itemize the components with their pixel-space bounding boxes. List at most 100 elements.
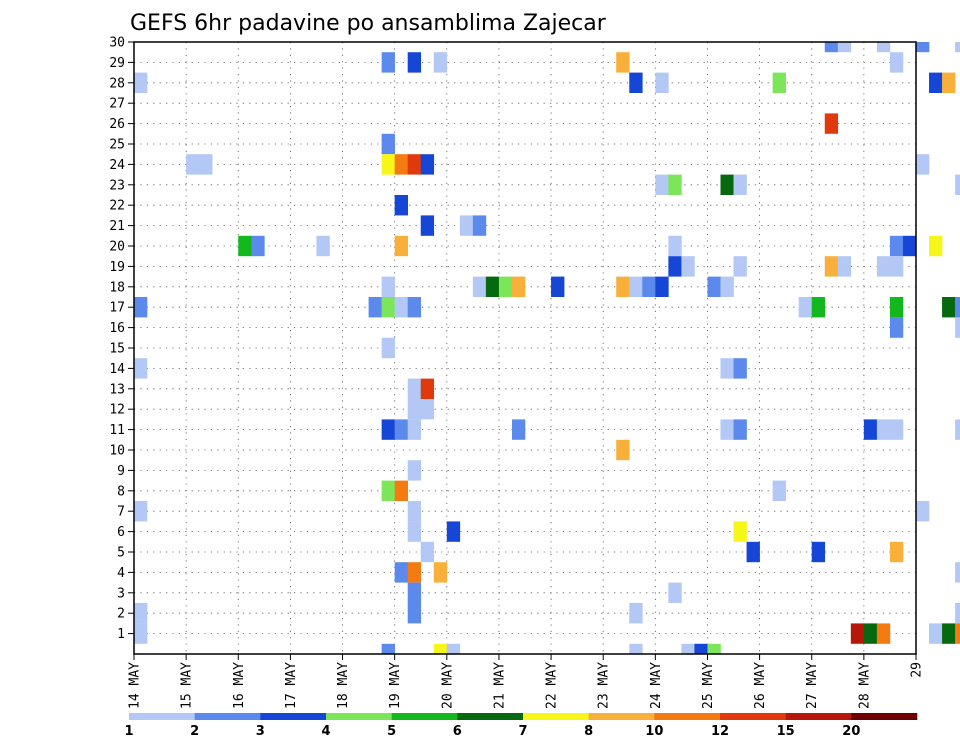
colorbar-label: 10 [645, 724, 663, 739]
data-cell [629, 72, 643, 93]
y-tick-label: 3 [117, 586, 125, 601]
y-tick-label: 11 [109, 423, 125, 438]
colorbar-label: 6 [453, 724, 462, 739]
data-cell [407, 154, 422, 175]
y-tick-label: 18 [109, 280, 125, 295]
data-cell [798, 297, 813, 318]
data-cell [876, 419, 891, 440]
data-cell [381, 337, 395, 359]
data-cell [394, 297, 408, 318]
data-cell [381, 154, 395, 175]
data-cell [472, 215, 487, 236]
data-cell [955, 174, 960, 195]
y-tick-label: 24 [109, 158, 125, 173]
data-cell [394, 480, 408, 501]
data-cell [942, 297, 956, 318]
data-cell [629, 643, 643, 654]
colorbar-label: 1 [124, 724, 133, 739]
data-cell [876, 623, 891, 644]
x-tick-label: 25 MAY [701, 662, 716, 709]
colorbar-label: 20 [842, 724, 860, 739]
data-cell [616, 276, 630, 297]
data-cell [394, 195, 408, 216]
data-cell [863, 419, 878, 440]
data-cell [407, 460, 422, 481]
x-axis-ticks: 14 MAY 15 MAY 16 MAY 17 MAY 18 MAY 19 MAY 20 M… [128, 654, 925, 709]
data-cell [668, 174, 682, 195]
y-tick-label: 8 [117, 484, 125, 499]
data-cell [889, 256, 904, 277]
y-tick-label: 7 [117, 505, 125, 520]
data-cell [199, 154, 213, 175]
colorbar-label: 3 [256, 724, 265, 739]
data-cell [889, 235, 904, 257]
x-tick-label: 27 MAY [805, 662, 820, 709]
data-cell [238, 235, 252, 257]
colorbar-swatch [194, 713, 261, 720]
data-cell [668, 256, 682, 277]
data-cell [446, 643, 461, 654]
data-cell [668, 582, 682, 603]
data-cell [551, 276, 565, 297]
data-cell [381, 133, 395, 155]
y-tick-label: 22 [109, 199, 125, 214]
y-tick-label: 28 [109, 76, 125, 91]
x-tick-label: 29 [910, 662, 925, 678]
data-cell [733, 521, 747, 542]
x-tick-label: 19 MAY [388, 662, 403, 709]
colorbar-swatch [391, 713, 458, 720]
x-tick-label: 14 MAY [128, 662, 143, 709]
colorbar-swatch [326, 713, 392, 720]
data-cell [407, 603, 422, 624]
data-cell [902, 235, 917, 257]
data-cell [642, 276, 656, 297]
data-cell [837, 256, 852, 277]
x-tick-label: 17 MAY [284, 662, 299, 709]
data-cell [134, 501, 148, 522]
data-cell [629, 603, 643, 624]
data-cell [433, 643, 448, 654]
colorbar-swatch [260, 713, 327, 720]
y-tick-label: 27 [109, 97, 125, 112]
data-cell [929, 623, 943, 644]
data-cell [955, 297, 960, 318]
data-cell [955, 42, 960, 53]
colorbar-label: 12 [711, 724, 729, 739]
colorbar-swatch [785, 713, 852, 720]
data-cell [433, 562, 448, 583]
data-cell [616, 52, 630, 73]
y-tick-label: 14 [109, 362, 125, 377]
data-cell [485, 276, 500, 297]
data-cell [407, 297, 422, 318]
data-cell [876, 256, 891, 277]
data-cell [251, 235, 265, 257]
data-cell [681, 643, 695, 654]
y-tick-label: 4 [117, 566, 125, 581]
data-cell [889, 419, 904, 440]
x-tick-label: 26 MAY [753, 662, 768, 709]
data-cell [433, 52, 448, 73]
colorbar-swatch [720, 713, 786, 720]
y-tick-label: 30 [109, 36, 125, 51]
data-cell [837, 42, 852, 53]
data-cell [876, 42, 891, 53]
data-cell [746, 541, 760, 563]
data-cell [707, 276, 721, 297]
data-cell [407, 521, 422, 542]
y-tick-label: 16 [109, 321, 125, 336]
data-cell [420, 154, 435, 175]
data-cell [772, 480, 786, 501]
data-cell [889, 297, 904, 318]
data-cell [420, 378, 435, 399]
y-tick-label: 21 [109, 219, 125, 234]
data-cell [955, 562, 960, 583]
data-cell [655, 174, 669, 195]
y-tick-label: 9 [117, 464, 125, 479]
colorbar-label: 15 [777, 724, 795, 739]
y-tick-label: 29 [109, 56, 125, 71]
data-cell [381, 643, 395, 654]
y-tick-label: 20 [109, 240, 125, 255]
y-axis-ticks: 1234567891011121314151617181920212223242… [109, 36, 134, 642]
data-cell [394, 562, 408, 583]
x-tick-label: 21 MAY [492, 662, 507, 709]
